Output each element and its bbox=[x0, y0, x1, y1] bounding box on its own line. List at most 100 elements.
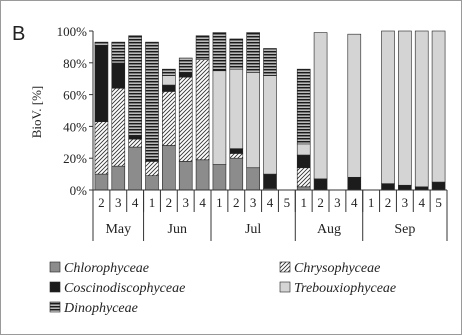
x-tick-label: 2 bbox=[98, 195, 105, 210]
bar-segment bbox=[381, 183, 395, 191]
legend-swatch bbox=[279, 281, 291, 293]
x-tick-label: 2 bbox=[233, 195, 240, 210]
x-tick-label: 2 bbox=[166, 195, 173, 210]
legend-swatch bbox=[49, 281, 61, 293]
x-tick-label: 5 bbox=[435, 195, 442, 210]
bar-segment bbox=[145, 175, 159, 191]
bar-segment bbox=[128, 146, 142, 191]
legend-label: Coscinodiscophyceae bbox=[64, 281, 185, 296]
x-tick-label: 3 bbox=[334, 195, 341, 210]
bar-segment bbox=[263, 75, 277, 175]
bar-segment bbox=[296, 68, 311, 145]
bar-segment bbox=[414, 30, 429, 188]
bar-segment bbox=[94, 41, 109, 46]
bar-segment bbox=[246, 32, 260, 73]
bar-segment bbox=[162, 68, 176, 76]
bar-segment bbox=[212, 32, 227, 72]
y-tick-label: 80% bbox=[63, 56, 87, 71]
legend-label: Chlorophyceae bbox=[64, 261, 149, 276]
legend-label: Chrysophyceae bbox=[294, 261, 380, 276]
x-tick-label: 4 bbox=[199, 195, 206, 210]
bar-segment bbox=[94, 45, 109, 122]
bar-segment bbox=[94, 173, 109, 191]
y-tick-label: 40% bbox=[63, 119, 87, 134]
bar-segment bbox=[347, 33, 362, 178]
month-label: Jun bbox=[168, 222, 187, 237]
bar-segment bbox=[381, 30, 395, 184]
bar-segment bbox=[111, 41, 126, 64]
bar-segment bbox=[128, 35, 142, 137]
month-label: Aug bbox=[317, 222, 341, 237]
bar-segment bbox=[431, 30, 446, 183]
bar-segment bbox=[94, 121, 109, 175]
bar-segment bbox=[229, 157, 244, 191]
bar-segment bbox=[128, 138, 142, 148]
bar-segment bbox=[178, 76, 193, 162]
legend-label: Trebouxiophyceae bbox=[294, 281, 396, 296]
x-tick-label: 1 bbox=[216, 195, 223, 210]
x-tick-label: 1 bbox=[300, 195, 307, 210]
y-tick-label: 0% bbox=[70, 183, 88, 198]
x-tick-label: 3 bbox=[115, 195, 122, 210]
bar-segment bbox=[212, 70, 227, 165]
bar-segment bbox=[195, 35, 210, 60]
x-tick-label: 4 bbox=[132, 195, 139, 210]
bar-segment bbox=[347, 176, 362, 191]
bar-segment bbox=[229, 153, 244, 159]
x-tick-label: 4 bbox=[418, 195, 425, 210]
y-tick-label: 20% bbox=[63, 151, 87, 166]
x-tick-label: 4 bbox=[351, 195, 358, 210]
bar-segment bbox=[296, 154, 311, 169]
month-label: Sep bbox=[394, 222, 415, 237]
x-tick-label: 2 bbox=[385, 195, 392, 210]
legend: Chlorophyceae Chrysophyceae Coscinodiscoph… bbox=[49, 261, 396, 316]
month-label: Jul bbox=[245, 222, 261, 237]
bar-segment bbox=[229, 38, 244, 70]
bar-segment bbox=[296, 167, 311, 188]
legend-swatch bbox=[279, 261, 291, 273]
bar-segment bbox=[398, 30, 412, 186]
x-tick-label: 2 bbox=[317, 195, 324, 210]
bar-segment bbox=[229, 148, 244, 154]
bar-segment bbox=[313, 32, 328, 180]
legend-swatch bbox=[49, 261, 61, 273]
bar-segment bbox=[431, 181, 446, 191]
bar-segment bbox=[111, 87, 126, 167]
y-axis: 0% 20% 40% 60% 80% 100% bbox=[57, 24, 94, 198]
x-tick-label: 3 bbox=[250, 195, 257, 210]
x-tick-label: 3 bbox=[182, 195, 189, 210]
bar-segment bbox=[178, 72, 193, 78]
legend-swatch bbox=[49, 301, 61, 313]
bar-segment bbox=[195, 159, 210, 191]
bar-segment bbox=[178, 57, 193, 73]
y-tick-label: 100% bbox=[57, 24, 88, 39]
x-tick-label: 1 bbox=[368, 195, 375, 210]
x-tick-label: 4 bbox=[267, 195, 274, 210]
bar-segment bbox=[111, 165, 126, 191]
y-axis-title: BioV. [%] bbox=[29, 86, 44, 138]
bar-segment bbox=[162, 84, 176, 92]
bar-segment bbox=[111, 62, 126, 89]
bar-segment bbox=[195, 59, 210, 161]
x-tick-label: 5 bbox=[284, 195, 291, 210]
bar-segment bbox=[162, 91, 176, 146]
bar-segment bbox=[178, 161, 193, 191]
y-tick-label: 60% bbox=[63, 88, 87, 103]
bar-segment bbox=[145, 161, 159, 176]
month-label: May bbox=[105, 222, 131, 237]
bar-segment bbox=[263, 48, 277, 76]
bar-segment bbox=[162, 75, 176, 86]
legend-label: Dinophyceae bbox=[63, 301, 138, 316]
bar-segment bbox=[162, 145, 176, 191]
bar-series bbox=[94, 30, 446, 191]
bar-segment bbox=[229, 68, 244, 149]
bar-segment bbox=[212, 164, 227, 191]
bar-segment bbox=[398, 184, 412, 191]
bar-segment bbox=[313, 178, 328, 191]
panel-label: B bbox=[12, 23, 25, 45]
bar-segment bbox=[246, 167, 260, 191]
x-tick-label: 3 bbox=[402, 195, 409, 210]
bar-segment bbox=[296, 143, 311, 156]
bar-segment bbox=[145, 41, 159, 161]
